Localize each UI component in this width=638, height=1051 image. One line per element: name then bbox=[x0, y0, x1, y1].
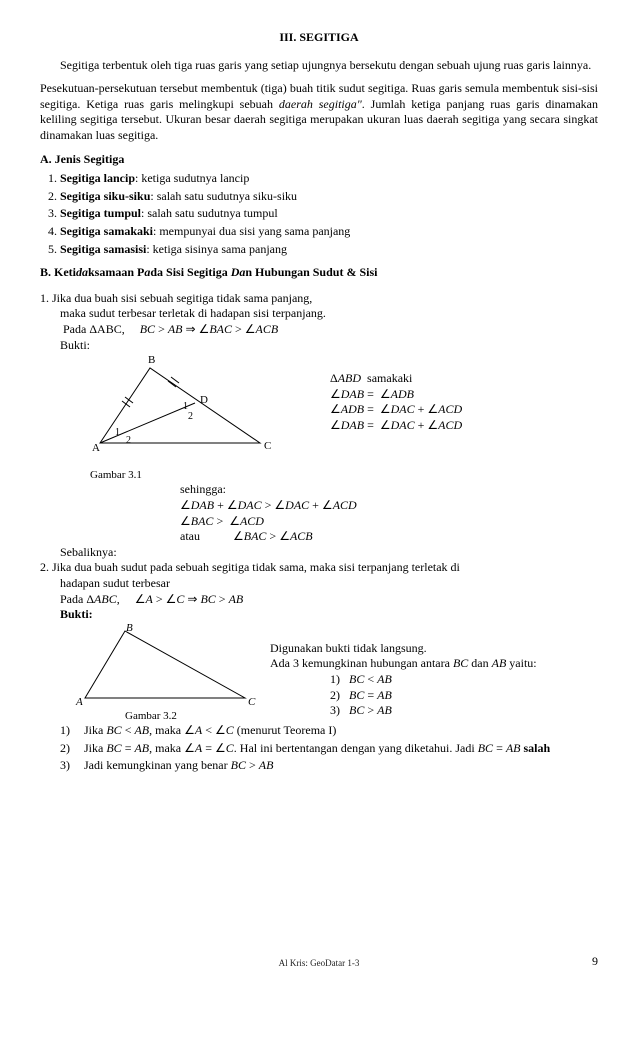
vertex-c: C bbox=[248, 696, 256, 708]
conclusion-2: 2) Jika BC = AB, maka ∠A = ∠C. Hal ini b… bbox=[60, 741, 598, 757]
num: 3) bbox=[60, 758, 84, 774]
text: Da bbox=[231, 265, 246, 279]
converse-label: Sebaliknya: bbox=[60, 545, 598, 561]
text: Jadi kemungkinan yang benar BC > AB bbox=[84, 758, 598, 774]
text: ksamaan P bbox=[88, 265, 144, 279]
text: sehingga: bbox=[180, 482, 598, 498]
list-item: Segitiga samasisi: ketiga sisinya sama p… bbox=[60, 242, 598, 258]
section-b-heading: B. Ketidaksamaan Pada Sisi Segitiga Dan … bbox=[40, 265, 598, 281]
list-item: Segitiga lancip: ketiga sudutnya lancip bbox=[60, 171, 598, 187]
def: : ketiga sisinya sama panjang bbox=[146, 242, 287, 256]
statement: Pada ΔABC, BC > AB ⇒ ∠BAC > ∠ACB bbox=[60, 322, 598, 338]
vertex-a: A bbox=[92, 442, 100, 454]
def: : salah satu sudutnya tumpul bbox=[141, 206, 278, 220]
page-number: 9 bbox=[568, 954, 598, 970]
proof-line: atau ∠BAC > ∠ACB bbox=[180, 529, 598, 545]
text: maka sudut terbesar terletak di hadapan … bbox=[60, 306, 598, 322]
text: Digunakan bukti tidak langsung. bbox=[270, 641, 598, 657]
case: 2) BC = AB bbox=[330, 688, 598, 704]
text: n Hubungan Sudut & Sisi bbox=[245, 265, 377, 279]
proof-line: ∠DAB = ∠DAC + ∠ACD bbox=[330, 418, 598, 434]
list-item: Segitiga siku-siku: salah satu sudutnya … bbox=[60, 189, 598, 205]
term: Segitiga lancip bbox=[60, 171, 135, 185]
case: 1) BC < AB bbox=[330, 672, 598, 688]
triangle-types-list: Segitiga lancip: ketiga sudutnya lancip … bbox=[40, 171, 598, 257]
vertex-c: C bbox=[264, 440, 271, 452]
intro-paragraph-1: Segitiga terbentuk oleh tiga ruas garis … bbox=[40, 58, 598, 74]
vertex-a: A bbox=[75, 696, 83, 708]
angle-2: 2 bbox=[126, 435, 131, 446]
text: Jika BC < AB, maka ∠A < ∠C (menurut Teor… bbox=[84, 723, 598, 739]
figure-3-1-label: Gambar 3.1 bbox=[90, 468, 280, 482]
text: Pada ΔABC, BC > AB ⇒ ∠BAC > ∠ACB bbox=[60, 322, 278, 336]
proof-line: ∠BAC > ∠ACD bbox=[180, 514, 598, 530]
text-emph: daerah segitiga" bbox=[279, 97, 362, 111]
conclusion-1: 1) Jika BC < AB, maka ∠A < ∠C (menurut T… bbox=[60, 723, 598, 739]
term: Segitiga samasisi bbox=[60, 242, 146, 256]
text: Ada 3 kemungkinan hubungan antara BC dan… bbox=[270, 656, 598, 672]
vertex-b: B bbox=[126, 623, 133, 634]
section-a-heading: A. Jenis Segitiga bbox=[40, 152, 598, 168]
text: hadapan sudut terbesar bbox=[60, 576, 598, 592]
def: : mempunyai dua sisi yang sama panjang bbox=[153, 224, 350, 238]
footer-center: Al Kris: GeoDatar 1-3 bbox=[70, 958, 568, 970]
angle-1: 1 bbox=[115, 427, 120, 438]
theorem-2: 2. Jika dua buah sudut pada sebuah segit… bbox=[40, 560, 598, 773]
statement: Pada ΔABC, ∠A > ∠C ⇒ BC > AB bbox=[60, 592, 598, 608]
intro-paragraph-2: Pesekutuan-persekutuan tersebut membentu… bbox=[40, 81, 598, 143]
text: B. Keti bbox=[40, 265, 76, 279]
list-item: Segitiga tumpul: salah satu sudutnya tum… bbox=[60, 206, 598, 222]
case: 3) BC > AB bbox=[330, 703, 598, 719]
proof-line: ∠DAB + ∠DAC > ∠DAC + ∠ACD bbox=[180, 498, 598, 514]
conclusion-3: 3) Jadi kemungkinan yang benar BC > AB bbox=[60, 758, 598, 774]
proof-line: ∠ADB = ∠DAC + ∠ACD bbox=[330, 402, 598, 418]
proof-label: Bukti: bbox=[60, 338, 598, 354]
vertex-d: D bbox=[200, 394, 208, 406]
num: 1) bbox=[60, 723, 84, 739]
angle-2b: 2 bbox=[188, 411, 193, 422]
text: da bbox=[76, 265, 88, 279]
def: : ketiga sudutnya lancip bbox=[135, 171, 249, 185]
text: 1. Jika dua buah sisi sebuah segitiga ti… bbox=[40, 291, 598, 307]
page-footer: Al Kris: GeoDatar 1-3 9 bbox=[40, 954, 598, 970]
figure-3-2: A B C bbox=[70, 623, 260, 713]
proof-line: ΔABD samakaki bbox=[330, 371, 598, 387]
term: Segitiga siku-siku bbox=[60, 189, 150, 203]
text: da Sisi Segitiga bbox=[150, 265, 230, 279]
proof-label: Bukti: bbox=[60, 607, 598, 623]
term: Segitiga tumpul bbox=[60, 206, 141, 220]
text: Jika BC = AB, maka ∠A = ∠C. Hal ini bert… bbox=[84, 741, 598, 757]
vertex-b: B bbox=[148, 354, 155, 366]
figure-3-1: A B C D 1 2 1 2 bbox=[70, 353, 280, 468]
term: Segitiga samakaki bbox=[60, 224, 153, 238]
theorem-1: 1. Jika dua buah sisi sebuah segitiga ti… bbox=[40, 291, 598, 545]
def: : salah satu sudutnya siku-siku bbox=[150, 189, 297, 203]
text: 2. Jika dua buah sudut pada sebuah segit… bbox=[40, 560, 598, 576]
proof-line: ∠DAB = ∠ADB bbox=[330, 387, 598, 403]
figure-3-2-label: Gambar 3.2 bbox=[125, 709, 260, 723]
chapter-title: III. SEGITIGA bbox=[40, 30, 598, 46]
list-item: Segitiga samakaki: mempunyai dua sisi ya… bbox=[60, 224, 598, 240]
num: 2) bbox=[60, 741, 84, 757]
